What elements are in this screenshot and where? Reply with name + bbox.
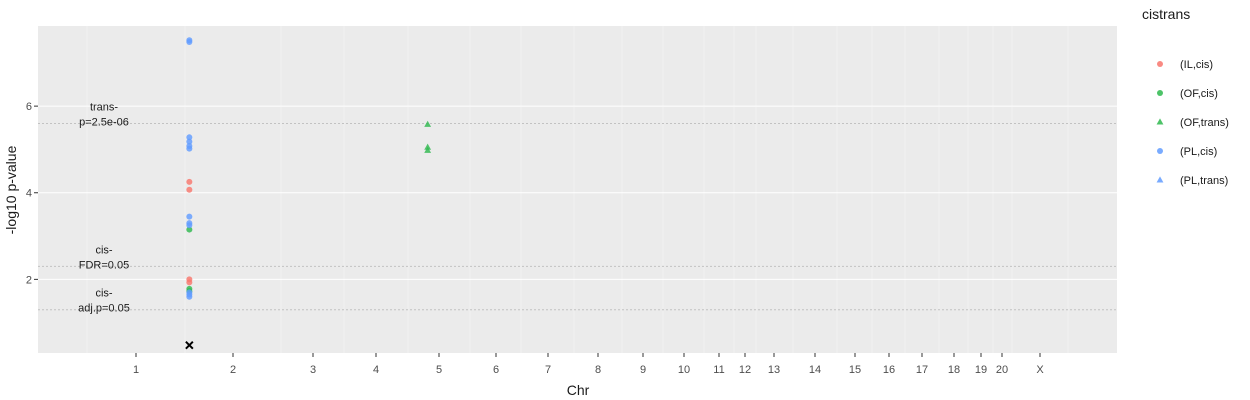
data-point — [1157, 90, 1163, 96]
x-tick-label: 9 — [640, 364, 646, 376]
data-point — [186, 178, 193, 185]
legend-label: (PL,trans) — [1180, 175, 1228, 187]
x-tick-label: 19 — [975, 364, 987, 376]
data-point — [1156, 176, 1164, 183]
threshold-label: cis- — [95, 288, 112, 300]
data-point — [424, 120, 432, 127]
x-tick-label: 14 — [809, 364, 821, 376]
y-tick-label: 6 — [26, 101, 32, 113]
x-tick-label: X — [1036, 364, 1044, 376]
x-tick-label: 2 — [230, 364, 236, 376]
x-tick-label: 12 — [739, 364, 751, 376]
y-tick-label: 4 — [26, 188, 32, 200]
data-point — [186, 226, 193, 233]
data-point — [186, 134, 193, 141]
threshold-label: adj.p=0.05 — [78, 303, 130, 315]
x-tick-label: 11 — [713, 364, 724, 376]
legend-label: (OF,trans) — [1180, 117, 1229, 129]
x-tick-label: 5 — [436, 364, 442, 376]
x-tick-label: 3 — [310, 364, 316, 376]
data-point — [1157, 148, 1163, 154]
x-mark — [185, 340, 194, 350]
legend-label: (IL,cis) — [1180, 59, 1213, 71]
x-tick-label: 13 — [768, 364, 780, 376]
grid-layer — [38, 26, 1117, 353]
legend-label: (PL,cis) — [1180, 146, 1217, 158]
data-point — [186, 145, 193, 152]
y-tick-label: 2 — [26, 274, 32, 286]
x-tick-label: 4 — [373, 364, 379, 376]
points-layer — [185, 37, 432, 350]
threshold-label: FDR=0.05 — [79, 259, 129, 271]
x-tick-label: 18 — [948, 364, 960, 376]
data-point — [186, 222, 193, 229]
x-tick-label: 10 — [678, 364, 690, 376]
data-point — [424, 146, 432, 153]
x-tick-label: 17 — [916, 364, 928, 376]
plot-panel — [38, 26, 1117, 353]
data-point — [1156, 118, 1164, 125]
data-point — [186, 213, 193, 220]
x-mark-stroke — [185, 340, 194, 350]
x-tick-label: 7 — [545, 364, 551, 376]
x-tick-label: 1 — [133, 364, 139, 376]
threshold-label: p=2.5e-06 — [79, 116, 129, 128]
x-tick-label: 20 — [996, 364, 1008, 376]
data-point — [186, 293, 193, 300]
threshold-label: cis- — [95, 244, 112, 256]
legend-label: (OF,cis) — [1180, 88, 1218, 100]
data-point — [186, 39, 193, 46]
data-point — [186, 138, 193, 145]
data-point — [186, 186, 193, 193]
y-axis-title: -log10 p-value — [3, 145, 19, 234]
x-tick-label: 8 — [595, 364, 601, 376]
x-tick-label: 16 — [883, 364, 895, 376]
x-tick-label: 6 — [493, 364, 499, 376]
data-point — [1157, 61, 1163, 67]
x-tick-label: 15 — [849, 364, 861, 376]
threshold-layer: trans-p=2.5e-06 cis- FDR=0.05 cis-adj.p=0.0… — [38, 101, 1117, 315]
x-axis-title: Chr — [567, 382, 590, 398]
legend: cistrans (IL,cis) (OF,cis) (OF,trans) (PL,c… — [1142, 6, 1229, 187]
data-point — [186, 279, 193, 286]
legend-title: cistrans — [1142, 6, 1190, 22]
threshold-label: trans- — [90, 101, 118, 113]
